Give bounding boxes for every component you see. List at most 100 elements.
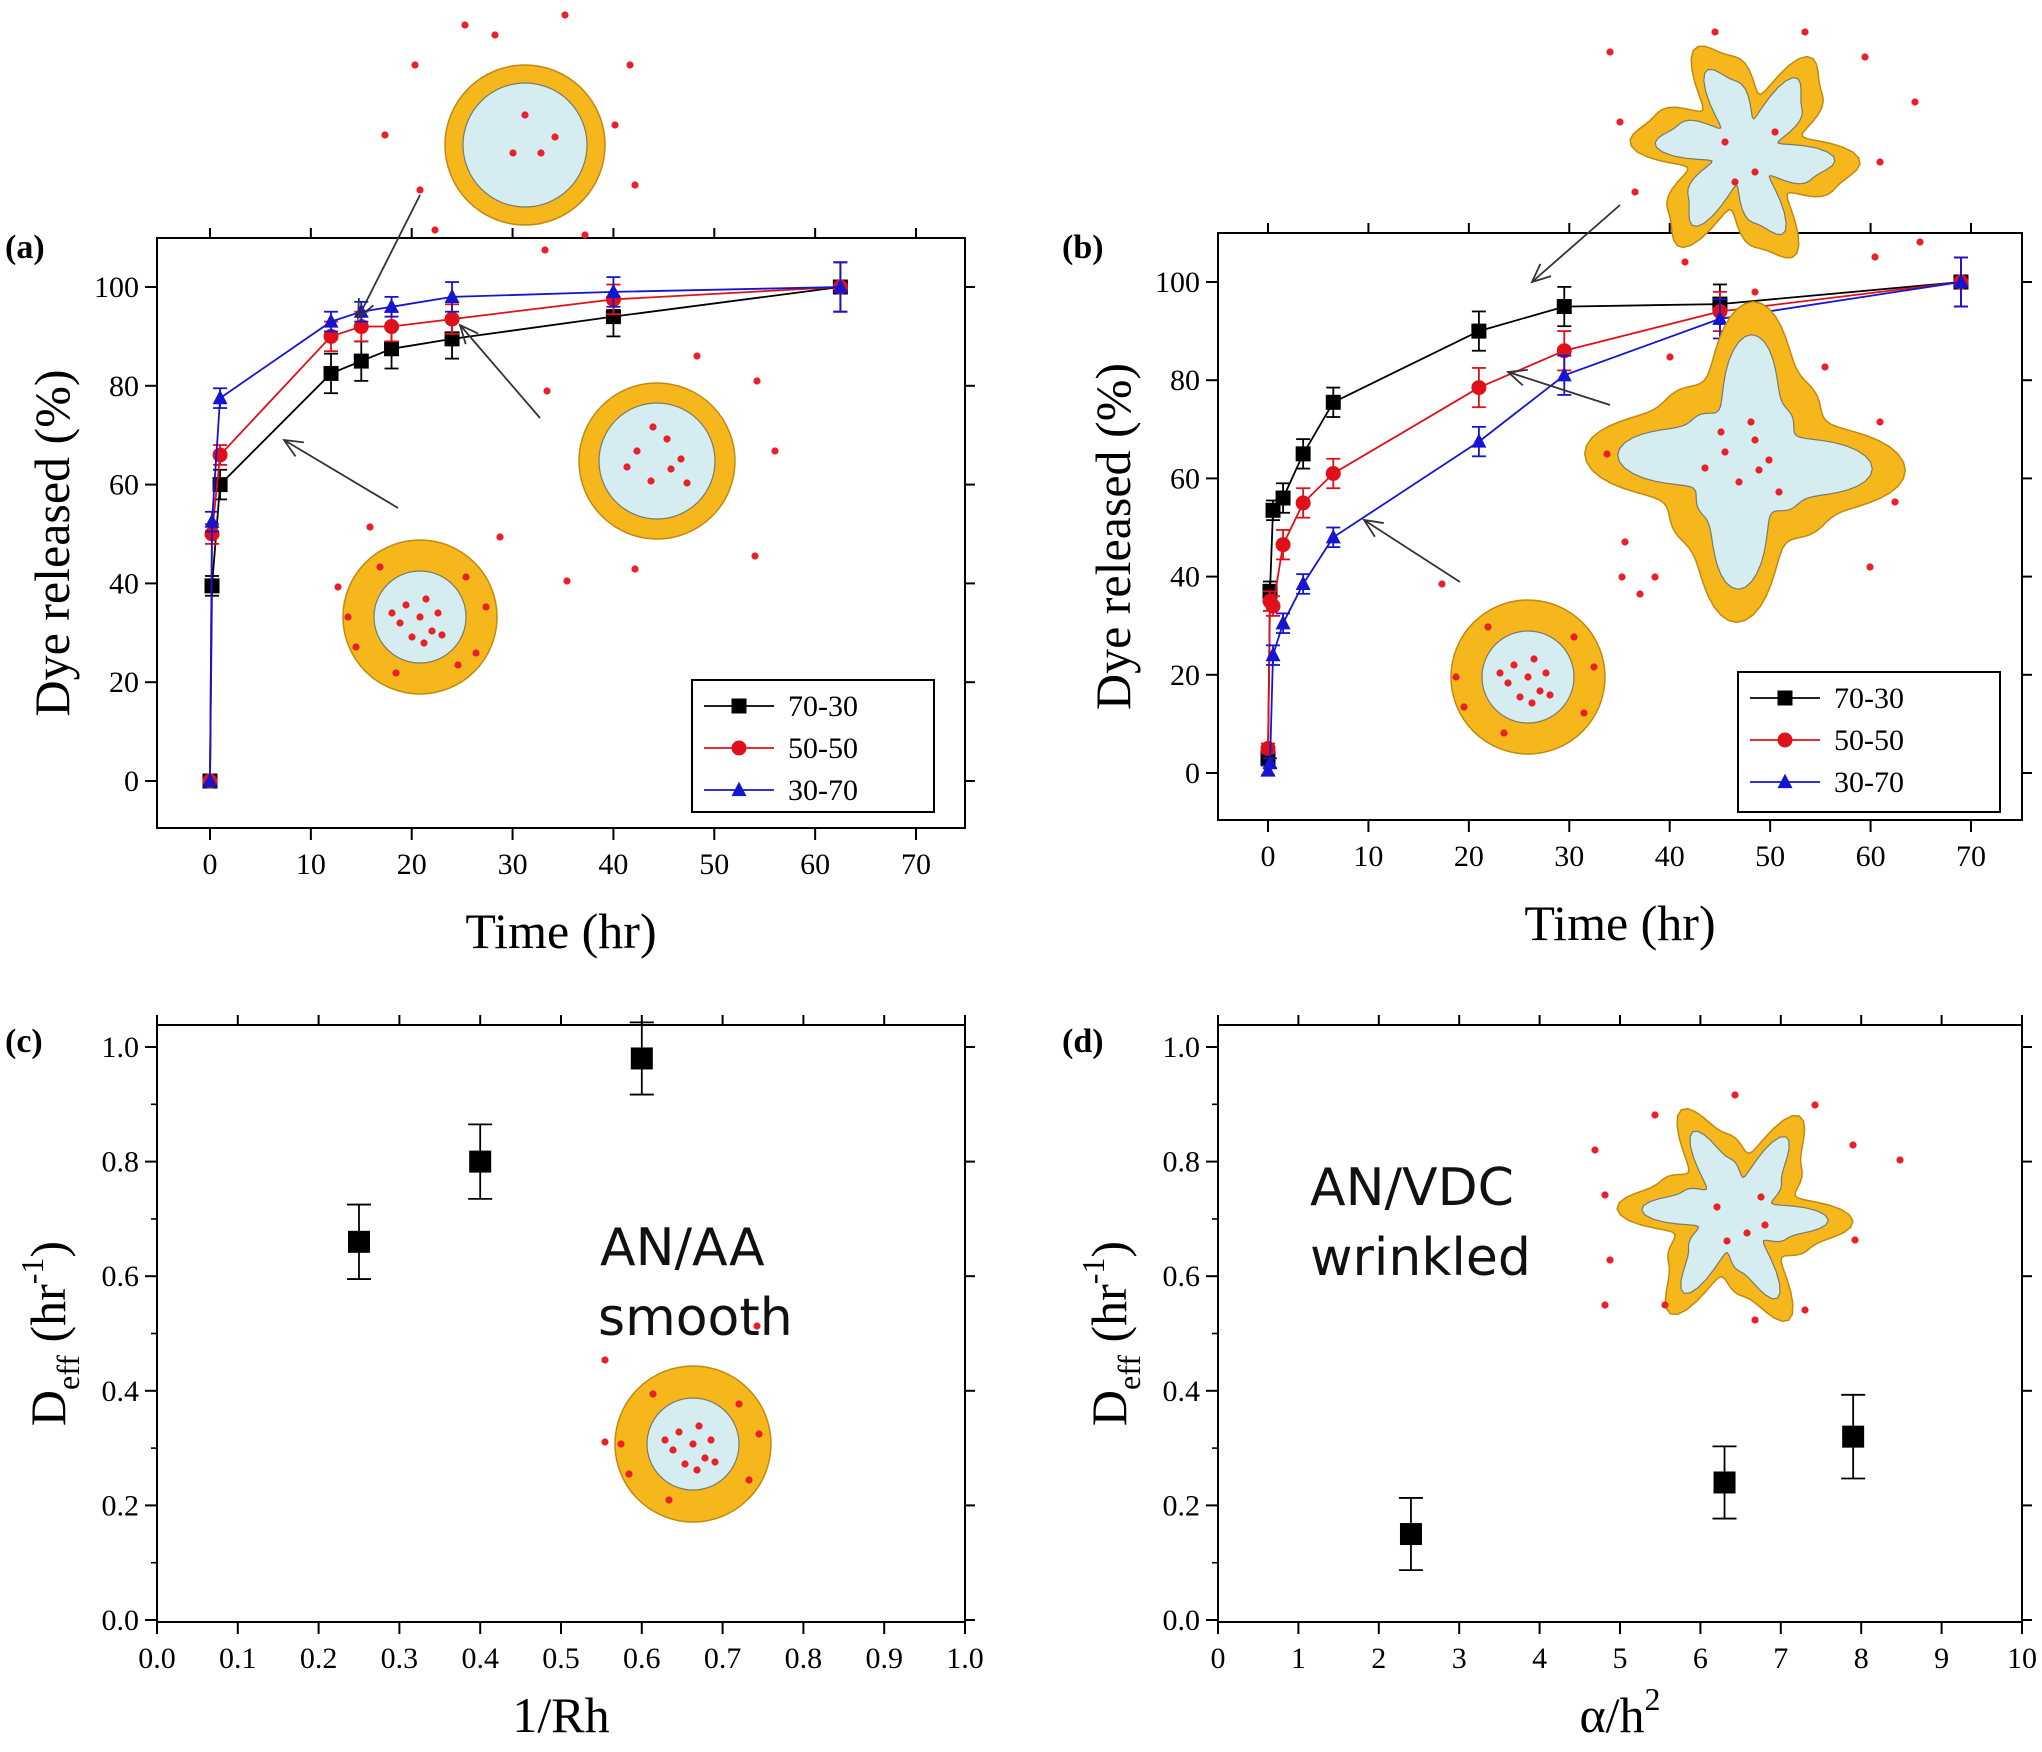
x-tick-label: 20 [397, 848, 427, 881]
dye-dot [496, 533, 504, 541]
arrow [1362, 518, 1461, 583]
y-tick-label: 0 [1185, 757, 1200, 790]
y-tick-label: 20 [109, 666, 139, 699]
capsule-wrinkled [1591, 1091, 1904, 1324]
dye-dot [1866, 563, 1874, 571]
dye-dot [1761, 1221, 1769, 1229]
x-axis-title: Time (hr) [465, 903, 656, 959]
data-point-square [323, 365, 339, 381]
core [1641, 1130, 1829, 1300]
dye-dot [1911, 98, 1919, 106]
legend-label: 50-50 [788, 732, 858, 765]
dye-dot [1751, 436, 1759, 444]
dye-dot [344, 613, 352, 621]
x-tick-label: 0.8 [785, 1642, 823, 1675]
x-tick-label: 60 [800, 848, 830, 881]
legend-label: 70-30 [788, 690, 858, 723]
dye-dot [1757, 1193, 1765, 1201]
dye-dot [1811, 1101, 1819, 1109]
y-title-sup: -1 [14, 1258, 50, 1285]
dye-dot [751, 552, 759, 560]
series-line [1267, 281, 1962, 771]
x-tick-label: 0 [203, 848, 218, 881]
data-point-square [605, 309, 621, 325]
y-title-rest: (hr [1081, 1284, 1137, 1355]
data-point-circle [1556, 343, 1572, 359]
dye-dot [1731, 1091, 1739, 1099]
y-tick-label: 0.2 [102, 1489, 140, 1522]
y-title-end: ) [20, 1241, 76, 1258]
series-points [1398, 1393, 1866, 1572]
data-point-circle [1275, 537, 1291, 553]
panel-label-c: (c) [5, 1023, 43, 1060]
legend-label: 30-70 [1834, 766, 1904, 799]
dye-dot [1591, 1146, 1599, 1154]
data-point-triangle [1260, 762, 1276, 777]
x-tick-label: 5 [1613, 1642, 1628, 1675]
dye-dot [693, 352, 701, 360]
dye-dot [711, 1458, 719, 1466]
dye-dot [1546, 691, 1554, 699]
x-axis-title-main: α/h [1579, 1687, 1644, 1743]
dye-dot [1651, 1111, 1659, 1119]
core [462, 82, 588, 208]
legend: 70-30 50-50 30-70 [1737, 671, 2001, 813]
dye-dot [626, 61, 634, 69]
data-point-square [731, 698, 747, 714]
x-axis-title: Time (hr) [1524, 895, 1715, 951]
x-tick-label: 2 [1371, 1642, 1386, 1675]
dye-dot [1849, 1141, 1857, 1149]
y-axis-title: Dye released (%) [1085, 363, 1141, 710]
dye-dot [352, 643, 360, 651]
legend: 70-30 50-50 30-70 [691, 679, 935, 813]
data-point-triangle [444, 288, 460, 303]
dye-dot [1580, 709, 1588, 717]
dye-dot [1500, 729, 1508, 737]
dye-dot [1651, 573, 1659, 581]
dye-dot [1771, 128, 1779, 136]
x-tick-label: 0.7 [704, 1642, 742, 1675]
x-tick-label: 20 [1454, 840, 1484, 873]
dye-dot [701, 1454, 709, 1462]
dye-dot [482, 603, 490, 611]
core [598, 402, 716, 520]
dye-dot [434, 609, 442, 617]
y-tick-label: 0 [124, 765, 139, 798]
dye-dot [1801, 1306, 1809, 1314]
y-tick-label: 0.2 [1163, 1489, 1201, 1522]
dye-dot [735, 1400, 743, 1408]
data-point-triangle [605, 283, 621, 299]
data-point-triangle [204, 513, 220, 528]
note-line-1: AN/AA [600, 1218, 765, 1278]
dye-dot [1484, 623, 1492, 631]
x-tick-label: 9 [1934, 1642, 1949, 1675]
y-axis-title: Dye released (%) [24, 369, 80, 716]
dye-dot [683, 479, 691, 487]
dye-dot [1510, 661, 1518, 669]
legend-item: 30-70 [704, 774, 858, 807]
y-axis-title: Deff (hr-1) [14, 1241, 86, 1426]
data-point-triangle [1325, 528, 1341, 544]
data-point-triangle [1471, 433, 1487, 448]
capsule-smooth-loaded [601, 1322, 772, 1523]
dye-dot [1735, 478, 1743, 486]
dye-dot [1524, 673, 1532, 681]
dye-dot [408, 633, 416, 641]
dye-dot [461, 21, 469, 29]
dye-dot [1636, 590, 1644, 598]
legend-label: 70-30 [1834, 682, 1904, 715]
y-title-main: D [20, 1390, 76, 1426]
dye-dot [563, 577, 571, 585]
dye-dot [1603, 450, 1611, 458]
y-tick-label: 1.0 [102, 1031, 140, 1064]
dye-dot [416, 186, 424, 194]
data-point-square [444, 331, 460, 347]
dye-dot [1721, 138, 1729, 146]
dye-dot [707, 1436, 715, 1444]
dye-dot [1861, 53, 1869, 61]
x-tick-label: 40 [1655, 840, 1685, 873]
dye-dot [1711, 28, 1719, 36]
x-axis-title: α/h2 [1579, 1681, 1660, 1743]
plot-frame [156, 237, 966, 829]
x-tick-label: 6 [1693, 1642, 1708, 1675]
